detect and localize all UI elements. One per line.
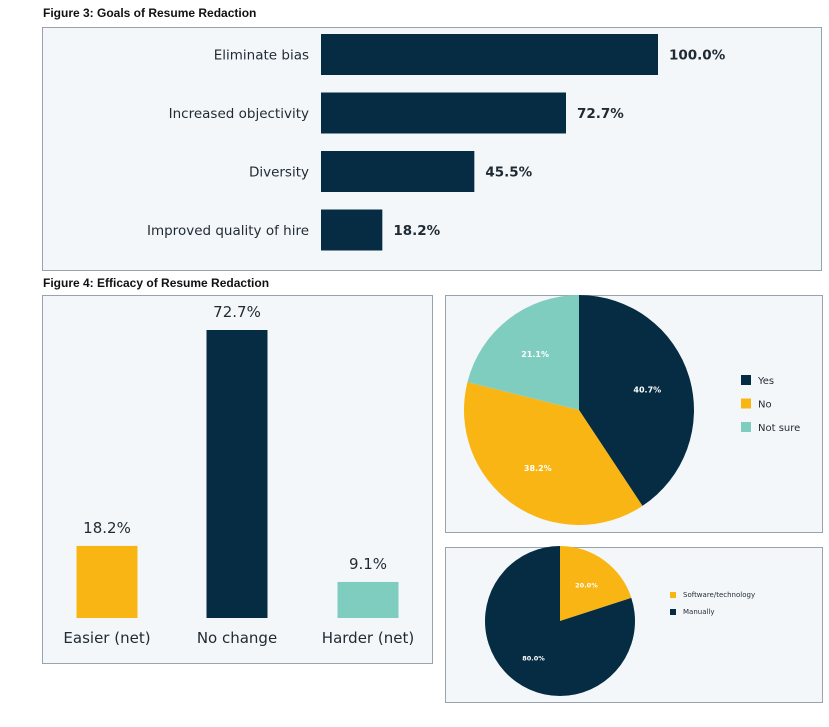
goal-value-label: 100.0% xyxy=(669,48,726,64)
goal-category-label: Increased objectivity xyxy=(169,106,309,122)
efficacy-pie-slice xyxy=(464,382,643,525)
method-pie-panel: 20.0% 80.0% Software/technology Manually xyxy=(445,546,823,703)
method-pie-slice xyxy=(485,546,635,696)
method-pie-slice-label: 80.0% xyxy=(522,654,545,662)
efficacy-pie-slice xyxy=(467,295,579,410)
method-pie-slice-label: 20.0% xyxy=(575,582,598,590)
efficacy-pie-legend-label: Not sure xyxy=(758,423,800,434)
efficacy-pie-slice xyxy=(579,295,694,506)
efficacy-value-label: 9.1% xyxy=(349,555,387,573)
method-pie-slice xyxy=(560,546,632,621)
efficacy-pie-legend-swatch xyxy=(741,422,751,432)
efficacy-pie-slice-label: 21.1% xyxy=(521,350,549,359)
goal-category-label: Eliminate bias xyxy=(214,48,309,64)
method-pie-chart: 20.0% 80.0% Software/technology Manually xyxy=(485,546,755,696)
method-pie-legend-label: Software/technology xyxy=(683,591,755,599)
efficacy-pie-slice-label: 40.7% xyxy=(633,385,661,394)
figure3-title: Figure 3: Goals of Resume Redaction xyxy=(43,6,257,20)
efficacy-bar-chart: 18.2% Easier (net) 72.7% No change 9.1% Harde… xyxy=(63,303,414,647)
efficacy-value-label: 72.7% xyxy=(213,303,261,321)
goal-bar xyxy=(321,34,658,75)
efficacy-bar-panel: 18.2% Easier (net) 72.7% No change 9.1% Harde… xyxy=(42,295,433,664)
efficacy-category-label: No change xyxy=(197,629,277,647)
goal-category-label: Diversity xyxy=(249,165,309,181)
efficacy-category-label: Harder (net) xyxy=(322,629,414,647)
method-pie-legend-swatch xyxy=(670,609,676,615)
goal-bar xyxy=(321,151,475,192)
efficacy-category-label: Easier (net) xyxy=(63,629,150,647)
goal-bar xyxy=(321,209,383,251)
figure3-panel: Eliminate bias 100.0% Increased objectivit… xyxy=(42,27,822,271)
efficacy-pie-panel: 40.7% 38.2% 21.1% Yes No Not sure xyxy=(445,295,823,533)
goal-category-label: Improved quality of hire xyxy=(147,223,309,239)
goals-bar-chart: Eliminate bias 100.0% Increased objectivit… xyxy=(147,34,726,251)
goal-bar xyxy=(321,92,566,134)
efficacy-pie-legend-label: No xyxy=(758,400,772,411)
efficacy-pie-legend-label: Yes xyxy=(757,376,774,387)
goal-value-label: 45.5% xyxy=(485,165,532,181)
efficacy-value-label: 18.2% xyxy=(83,519,131,537)
efficacy-bar xyxy=(76,545,138,618)
efficacy-bar xyxy=(206,330,268,618)
efficacy-pie-slice-label: 38.2% xyxy=(524,464,552,473)
efficacy-bar xyxy=(337,581,399,618)
method-pie-legend-swatch xyxy=(670,592,676,598)
goal-value-label: 72.7% xyxy=(577,106,624,122)
goal-value-label: 18.2% xyxy=(393,223,440,239)
efficacy-pie-chart: 40.7% 38.2% 21.1% Yes No Not sure xyxy=(464,295,800,525)
efficacy-pie-legend-swatch xyxy=(741,375,751,385)
method-pie-legend-label: Manually xyxy=(683,608,715,616)
efficacy-pie-legend-swatch xyxy=(741,398,751,409)
figure4-title: Figure 4: Efficacy of Resume Redaction xyxy=(43,276,270,290)
